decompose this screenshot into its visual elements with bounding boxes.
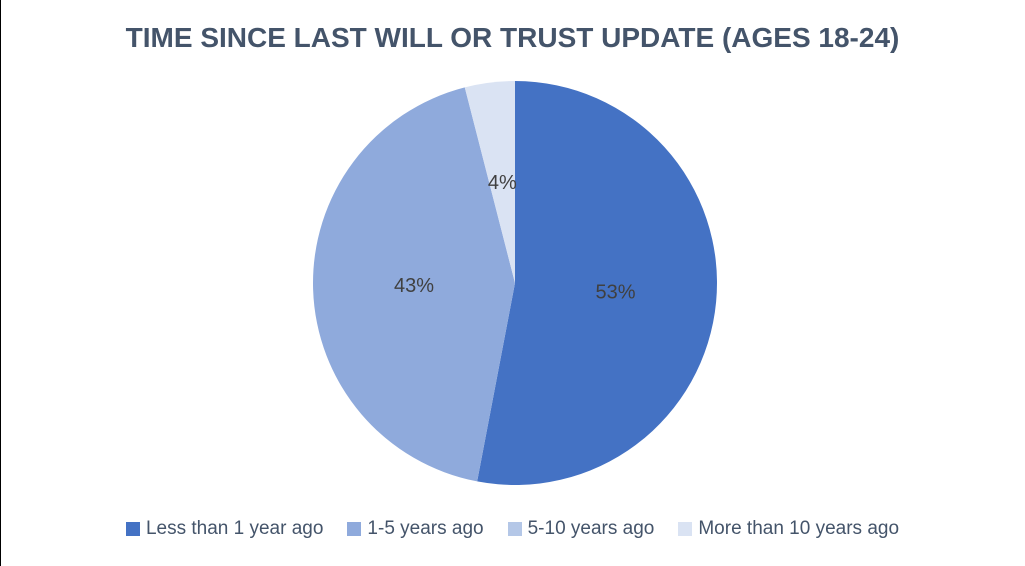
pie-chart: 53% 43% 4% — [310, 78, 720, 488]
legend-item-2[interactable]: 1-5 years ago — [347, 518, 484, 540]
pie-slice-1[interactable] — [477, 81, 717, 485]
slice-label: 4% — [488, 172, 517, 194]
legend-item-1[interactable]: Less than 1 year ago — [125, 518, 324, 540]
pie-slice-2[interactable] — [313, 87, 515, 482]
legend-swatch-icon — [678, 522, 693, 536]
chart-legend: Less than 1 year ago 1-5 years ago 5-10 ye… — [0, 514, 1025, 544]
legend-label: 1-5 years ago — [367, 518, 484, 539]
legend-item-3[interactable]: 5-10 years ago — [507, 518, 655, 540]
slice-label: 43% — [394, 275, 434, 297]
legend-item-4[interactable]: More than 10 years ago — [678, 518, 899, 540]
pie-slice-4[interactable] — [464, 81, 515, 283]
legend-label: Less than 1 year ago — [145, 518, 324, 539]
pie-svg: 53% 43% 4% — [313, 81, 717, 485]
chart-title: TIME SINCE LAST WILL OR TRUST UPDATE (AG… — [125, 22, 900, 53]
legend-swatch-icon — [507, 522, 522, 536]
legend-label: 5-10 years ago — [527, 518, 655, 539]
legend-label: More than 10 years ago — [698, 518, 900, 539]
legend-swatch-icon — [347, 522, 362, 536]
slice-label: 53% — [596, 282, 636, 304]
legend-swatch-icon — [125, 522, 140, 536]
